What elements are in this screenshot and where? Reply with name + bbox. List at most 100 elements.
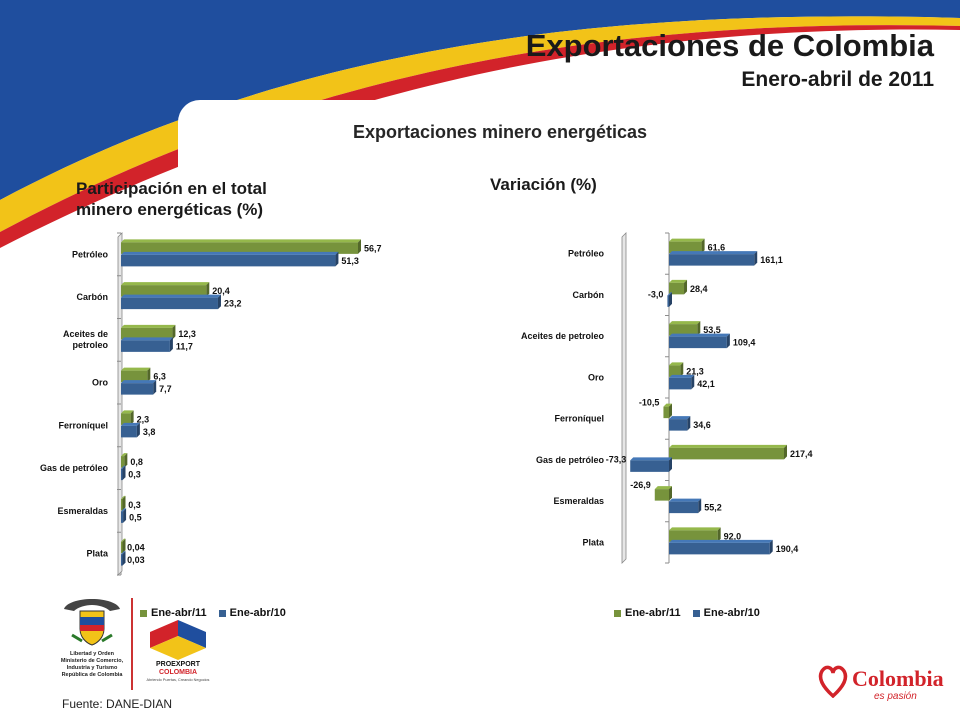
bar-aceites-de-petroleo-2011-top xyxy=(669,321,701,325)
bar-oro-2010-top xyxy=(669,374,695,378)
data-label-carbon: 23,2 xyxy=(224,299,242,309)
data-label-ferroniquel: 34,6 xyxy=(693,420,711,430)
bar-plata-2011-side xyxy=(122,538,126,554)
bar-gas-de-petroleo-2011-top xyxy=(669,444,787,448)
bar-petroleo-2010 xyxy=(669,254,755,266)
data-label-aceites-de-petroleo: 109,4 xyxy=(733,338,756,348)
category-label-gas-de-petroleo: Gas de petróleo xyxy=(40,463,109,473)
data-label-gas-de-petroleo: -73,3 xyxy=(606,454,627,464)
bar-aceites-de-petroleo-2010-top xyxy=(121,337,173,341)
bar-ferroniquel-2010 xyxy=(121,425,137,438)
bar-petroleo-2010-side xyxy=(335,251,339,267)
ministry-line: República de Colombia xyxy=(61,672,123,678)
category-label-gas-de-petroleo: Gas de petróleo xyxy=(536,455,605,465)
ministry-line: Ministerio de Comercio, xyxy=(60,658,124,664)
bar-petroleo-2011-top xyxy=(121,239,361,243)
bar-esmeraldas-2011-side xyxy=(122,495,126,511)
data-label-aceites-de-petroleo: 12,3 xyxy=(178,329,196,339)
chart-title-variacion: Variación (%) xyxy=(490,175,597,194)
bar-aceites-de-petroleo-2011-top xyxy=(121,324,176,328)
bar-oro-2011 xyxy=(669,365,681,377)
bar-oro-2010 xyxy=(121,383,154,395)
bar-plata-2010-top xyxy=(121,551,126,555)
legend-participacion: Ene-abr/11 Ene-abr/10 xyxy=(140,607,292,619)
section-title: Exportaciones minero energéticas xyxy=(352,122,648,142)
data-label-oro: 6,3 xyxy=(153,372,166,382)
category-label-oro: Oro xyxy=(588,372,605,382)
bar-oro-2011-side xyxy=(680,362,684,377)
legend-swatch-blue xyxy=(218,609,226,617)
chart-title-participacion: Participación en el total minero energét… xyxy=(76,179,267,219)
bar-ferroniquel-2011-top xyxy=(663,403,672,407)
category-label-petroleo: Petróleo xyxy=(72,249,109,259)
proexport-tagline: Abriendo Puertas, Creando Negocios xyxy=(146,678,210,682)
bar-carbon-2011-side xyxy=(206,282,210,297)
proexport-logo: PROEXPORT COLOMBIA Abriendo Puertas, Cre… xyxy=(146,618,210,690)
bar-carbon-2010-top xyxy=(667,292,672,296)
bar-gas-de-petroleo-2011-top xyxy=(121,453,128,457)
category-label-aceites-de-petroleo: petroleo xyxy=(72,340,108,350)
bar-plata-2010 xyxy=(121,554,123,566)
bar-aceites-de-petroleo-2010 xyxy=(121,340,170,352)
data-label-carbon: -3,0 xyxy=(648,289,664,299)
data-label-esmeraldas: 0,3 xyxy=(128,500,141,510)
page-title: Exportaciones de Colombia xyxy=(525,28,934,63)
bar-esmeraldas-2010-side xyxy=(698,498,702,514)
bar-petroleo-2010-top xyxy=(121,251,339,255)
bar-ferroniquel-2010 xyxy=(669,419,688,431)
legend-label: Ene-abr/11 xyxy=(151,607,207,619)
bar-esmeraldas-2010-top xyxy=(669,498,702,502)
data-label-ferroniquel: 2,3 xyxy=(137,414,150,424)
bar-oro-2010-side xyxy=(691,374,695,390)
legend-swatch-blue xyxy=(692,609,700,617)
bar-gas-de-petroleo-2010-side xyxy=(669,457,672,472)
axis-wall-1 xyxy=(621,232,627,564)
bar-carbon-2011-top xyxy=(121,282,210,286)
bar-esmeraldas-2010-side xyxy=(123,508,127,523)
bar-petroleo-2010 xyxy=(121,254,336,267)
bar-aceites-de-petroleo-2011-side xyxy=(172,324,176,340)
bar-gas-de-petroleo-2011 xyxy=(121,456,125,468)
bar-oro-2010 xyxy=(669,377,692,390)
bar-carbon-2010 xyxy=(667,295,669,307)
legend-label: Ene-abr/10 xyxy=(703,607,760,619)
bar-plata-2011-side xyxy=(717,527,721,542)
bar-carbon-2011-top xyxy=(669,279,688,283)
bar-ferroniquel-2011-side xyxy=(130,410,134,425)
bar-ferroniquel-2010-top xyxy=(121,422,140,426)
proexport-country: COLOMBIA xyxy=(158,669,198,676)
bar-gas-de-petroleo-2011-side xyxy=(784,444,787,460)
category-label-aceites-de-petroleo: Aceites de petroleo xyxy=(521,331,605,341)
data-label-oro: 42,1 xyxy=(697,379,715,389)
bar-plata-2011 xyxy=(121,541,123,554)
bar-plata-2010-side xyxy=(122,551,126,566)
proexport-icon xyxy=(150,620,206,660)
data-label-ferroniquel: -10,5 xyxy=(639,398,660,408)
category-label-esmeraldas: Esmeraldas xyxy=(57,506,108,516)
bar-esmeraldas-2011 xyxy=(654,489,669,501)
ministry-line: Industria y Turismo xyxy=(66,665,118,671)
bar-carbon-2011 xyxy=(121,285,207,297)
bar-carbon-2011-side xyxy=(684,279,688,295)
legend-item-2010: Ene-abr/10 xyxy=(218,607,286,619)
legend-label: Ene-abr/11 xyxy=(625,607,681,619)
bar-gas-de-petroleo-2010 xyxy=(121,468,123,481)
data-label-petroleo: 61,6 xyxy=(708,243,726,253)
data-label-gas-de-petroleo: 217,4 xyxy=(790,449,813,459)
bar-ferroniquel-2010-top xyxy=(669,416,691,420)
bar-aceites-de-petroleo-2010-top xyxy=(669,333,730,337)
bar-aceites-de-petroleo-2010 xyxy=(669,336,727,349)
bar-plata-2011-top xyxy=(669,527,721,531)
legend-variacion: Ene-abr/11 Ene-abr/10 xyxy=(614,607,766,619)
bar-aceites-de-petroleo-2010-side xyxy=(726,333,730,349)
bar-carbon-2010-side xyxy=(217,294,221,310)
bar-petroleo-2011-top xyxy=(669,238,705,242)
bar-oro-2010-top xyxy=(121,380,157,384)
data-label-plata: 190,4 xyxy=(776,544,799,554)
bar-carbon-2010-side xyxy=(669,292,672,307)
bar-esmeraldas-2011 xyxy=(121,498,123,511)
swoosh-red xyxy=(0,25,960,248)
bar-carbon-2010-top xyxy=(121,294,221,298)
bar-ferroniquel-2011-top xyxy=(121,410,134,414)
